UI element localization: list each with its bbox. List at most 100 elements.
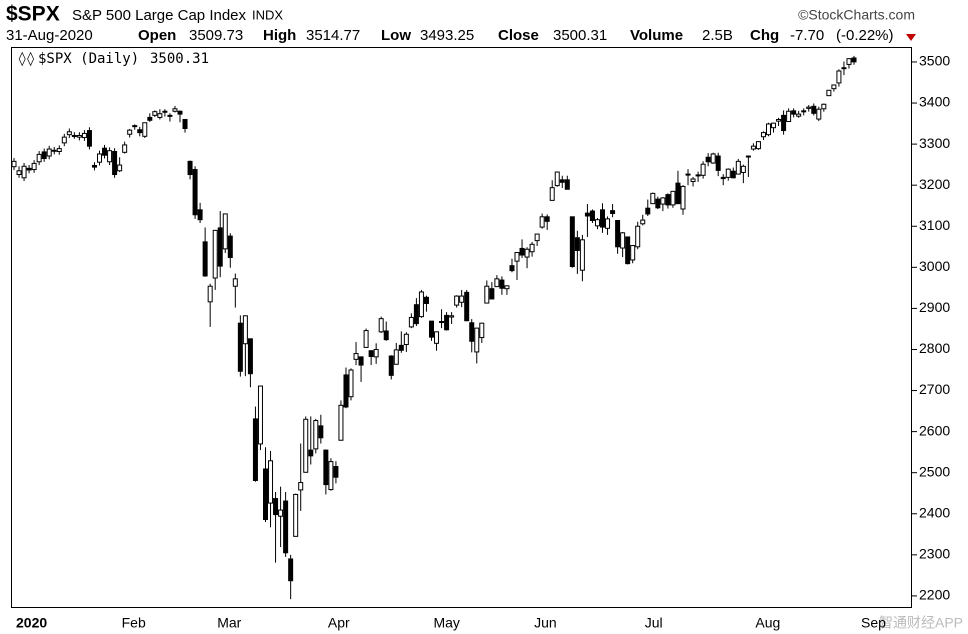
candle-body xyxy=(509,265,515,272)
candle-body xyxy=(343,374,349,408)
candle-body xyxy=(549,187,555,201)
y-tick-label: 3100 xyxy=(919,217,950,233)
candle-body xyxy=(398,344,404,351)
candle-body xyxy=(469,322,475,342)
candle-body xyxy=(635,225,641,248)
y-tick-label: 2400 xyxy=(919,504,950,520)
candle-body xyxy=(605,218,611,229)
candle-body xyxy=(564,179,570,190)
x-tick-label: Sep xyxy=(861,615,886,631)
candle-body xyxy=(36,153,42,163)
candle-body xyxy=(569,216,575,268)
open-label: Open xyxy=(138,27,176,44)
candle-body xyxy=(620,232,626,249)
candle-body xyxy=(197,209,203,221)
candle-body xyxy=(328,461,334,491)
candle-body xyxy=(323,449,329,486)
candle-body xyxy=(91,164,97,168)
x-tick-label: 2020 xyxy=(16,615,47,631)
y-tick-label: 2600 xyxy=(919,422,950,438)
candle-body xyxy=(479,322,485,339)
candle-body xyxy=(172,108,178,112)
close-value: 3500.31 xyxy=(553,27,607,44)
candle-body xyxy=(46,148,52,157)
candle-body xyxy=(368,350,374,357)
high-label: High xyxy=(263,27,296,44)
candle-body xyxy=(112,151,118,176)
candle-body xyxy=(680,185,686,210)
candle-body xyxy=(559,179,565,183)
candle-body xyxy=(695,174,701,177)
candle-body xyxy=(428,320,434,338)
candle-body xyxy=(76,134,82,138)
candle-body xyxy=(418,291,424,318)
candle-body xyxy=(464,291,470,322)
y-tick-label: 3400 xyxy=(919,94,950,110)
candle-body xyxy=(650,192,656,205)
y-tick-label: 3300 xyxy=(919,135,950,151)
candle-body xyxy=(66,131,72,136)
y-tick-label: 3500 xyxy=(919,53,950,69)
candle-body xyxy=(444,314,450,331)
candle-body xyxy=(268,460,274,504)
candle-body xyxy=(791,110,797,115)
x-tick-label: May xyxy=(433,615,459,631)
candle-body xyxy=(499,279,505,289)
candle-body xyxy=(459,295,465,303)
candle-body xyxy=(816,108,822,120)
candle-body xyxy=(61,136,67,144)
candle-body xyxy=(579,239,585,271)
candle-body xyxy=(594,219,600,227)
candle-body xyxy=(283,500,289,554)
candle-body xyxy=(252,418,258,481)
open-value: 3509.73 xyxy=(189,27,243,44)
candle-body xyxy=(41,151,47,159)
candle-body xyxy=(167,114,173,117)
candle-body xyxy=(766,123,771,136)
candle-body xyxy=(127,129,133,135)
candle-body xyxy=(162,110,168,113)
candle-body xyxy=(625,236,631,265)
candle-body xyxy=(776,118,782,122)
x-tick-label: Jul xyxy=(645,615,663,631)
candle-body xyxy=(836,70,842,84)
candle-body xyxy=(117,164,123,172)
candle-body xyxy=(247,338,253,375)
candle-body xyxy=(273,498,279,516)
candle-body xyxy=(529,243,535,253)
candle-body xyxy=(393,349,399,365)
candle-body xyxy=(514,252,520,262)
candle-body xyxy=(137,129,143,134)
candle-body xyxy=(187,160,193,176)
candle-body xyxy=(675,182,681,205)
candle-body xyxy=(544,216,550,222)
candle-body xyxy=(202,241,208,277)
candle-body xyxy=(413,304,419,325)
candle-body xyxy=(242,315,248,345)
candle-body xyxy=(333,466,339,478)
candle-body xyxy=(645,207,651,215)
candle-body xyxy=(685,173,691,176)
candle-body xyxy=(665,194,671,206)
candle-body xyxy=(730,170,736,179)
candle-body xyxy=(439,321,445,324)
volume-label: Volume xyxy=(630,27,683,44)
candle-body xyxy=(584,212,590,217)
candle-body xyxy=(383,330,389,341)
candle-body xyxy=(760,132,766,138)
candle-body xyxy=(102,147,108,156)
x-tick-label: Mar xyxy=(217,615,241,631)
candle-body xyxy=(142,122,148,137)
plot-frame xyxy=(11,47,912,608)
candle-body xyxy=(755,141,761,150)
candle-body xyxy=(655,198,661,209)
source: ©StockCharts.com xyxy=(798,7,915,23)
candle-body xyxy=(388,355,394,376)
candle-body xyxy=(232,278,238,287)
candle-body xyxy=(489,288,495,300)
candle-body xyxy=(122,144,128,153)
candle-body xyxy=(222,213,228,250)
chg-pct: (-0.22%) xyxy=(836,27,894,44)
candle-body xyxy=(16,170,22,176)
